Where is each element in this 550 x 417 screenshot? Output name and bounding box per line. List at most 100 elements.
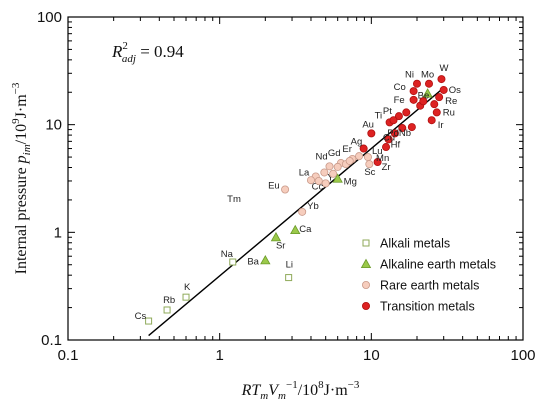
data-point [333, 162, 342, 171]
y-label-sub: im [21, 144, 33, 155]
data-point-w [437, 75, 446, 84]
point-label-mo: Mo [421, 70, 434, 81]
legend: Alkali metals Alkaline earth metals Rare e… [360, 237, 496, 314]
r2-value: = 0.94 [136, 42, 184, 61]
point-label-pt: Pt [383, 106, 392, 117]
point-label-nb: Nb [399, 128, 411, 139]
point-label-re: Re [445, 96, 457, 107]
data-point [345, 156, 354, 165]
point-label-lu: Lu [372, 146, 383, 157]
data-point-na [229, 258, 237, 266]
data-point [306, 176, 315, 185]
legend-marker [360, 258, 372, 269]
data-point-ba [260, 254, 271, 265]
legend-label: Alkali metals [380, 237, 450, 251]
point-label-ca: Ca [299, 224, 312, 235]
point-label-yb: Yb [307, 201, 319, 212]
legend-marker [361, 301, 370, 310]
r2-sup: 2 [122, 40, 128, 52]
data-point-nb [407, 123, 416, 132]
data-point-ag [359, 144, 368, 153]
fit-line [148, 87, 445, 337]
point-label-cu: Cu [383, 132, 395, 143]
plot-frame [67, 16, 524, 341]
x-label-units-exp: −3 [348, 379, 360, 391]
series-alkaline-earth-metals: Ba Sr Ca Mg Be [247, 88, 433, 267]
point-label-hf: Hf [391, 139, 401, 150]
point-label-ti: Ti [375, 110, 383, 121]
data-point-li [285, 274, 293, 282]
point-label-nd: Nd [316, 151, 328, 162]
x-tick-label: 1 [215, 347, 223, 364]
data-point [402, 108, 411, 117]
series-rare-earth-metals: Eu Yb CcY La Nd Gd Er Lu Sc [268, 144, 383, 216]
r2-sub: adj [122, 53, 136, 65]
data-point-cc [321, 179, 330, 188]
x-label-exp: 8 [318, 379, 324, 391]
x-tick-label: 0.1 [58, 347, 79, 364]
data-point-cs [145, 317, 153, 325]
y-label-p: p [13, 155, 30, 164]
point-label-zr: Zr [382, 162, 391, 173]
point-label-na: Na [221, 249, 234, 260]
y-label-tail: /10 [13, 124, 30, 144]
data-point-ca [290, 224, 301, 235]
data-point-pt [394, 112, 403, 121]
data-point [314, 176, 323, 185]
data-point-au [367, 129, 376, 138]
r2-R: R [111, 42, 123, 61]
y-label-exp: 9 [10, 118, 22, 124]
legend-marker [361, 280, 370, 289]
point-label-gd: Gd [328, 148, 341, 159]
x-label-sup: −1 [286, 379, 298, 391]
x-label-units: J·m [324, 382, 349, 399]
data-point-eu [281, 185, 290, 194]
point-label-fe: Fe [394, 95, 405, 106]
y-tick-label: 10 [45, 117, 62, 134]
axis-ticks [67, 16, 524, 341]
point-label-ru: Ru [443, 107, 455, 118]
x-label-sub2: m [278, 390, 286, 402]
point-label-li: Li [286, 260, 293, 271]
y-axis-label: Internal pressure pim/109J·m−3 [10, 82, 33, 274]
data-point-hf [384, 135, 393, 144]
y-label-main: Internal pressure [13, 163, 30, 274]
point-label-la: La [299, 168, 310, 179]
point-label-ba: Ba [247, 256, 259, 267]
data-point-mg [332, 173, 343, 183]
r2-annotation: R2 adj = 0.94 [111, 40, 184, 65]
point-label-mn: Mn [376, 153, 389, 164]
point-label-sc: Sc [364, 167, 375, 178]
data-point-mn [382, 143, 391, 152]
y-label-units-exp: −3 [10, 82, 22, 94]
data-point-ru [432, 108, 441, 117]
point-label-pd: Pd [387, 128, 399, 139]
x-label-sub1: m [260, 390, 268, 402]
x-tick-label: 10 [363, 347, 380, 364]
x-label-main: RT [241, 382, 262, 399]
point-label-tm: Tm [227, 194, 241, 205]
data-point-co [409, 87, 418, 96]
point-label-be: Be [418, 90, 430, 101]
data-point-re [435, 93, 444, 102]
data-point [329, 169, 338, 178]
data-point-sr [270, 231, 282, 242]
data-point-zr [373, 158, 382, 167]
y-tick-label: 0.1 [41, 332, 62, 349]
y-tick-label: 100 [37, 9, 62, 26]
point-label-cc: Cc [312, 181, 324, 192]
data-point-y [320, 168, 329, 177]
point-label-er: Er [342, 144, 352, 155]
data-point-mo [424, 79, 433, 88]
data-point-be [422, 88, 433, 98]
point-label-ni: Ni [405, 70, 414, 81]
data-point-os [439, 85, 448, 94]
point-label-w: W [439, 63, 448, 74]
legend-marker [362, 239, 370, 247]
x-tick-label: 100 [510, 347, 535, 364]
x-label-mid: V [268, 382, 280, 399]
data-point-ir [427, 116, 436, 125]
